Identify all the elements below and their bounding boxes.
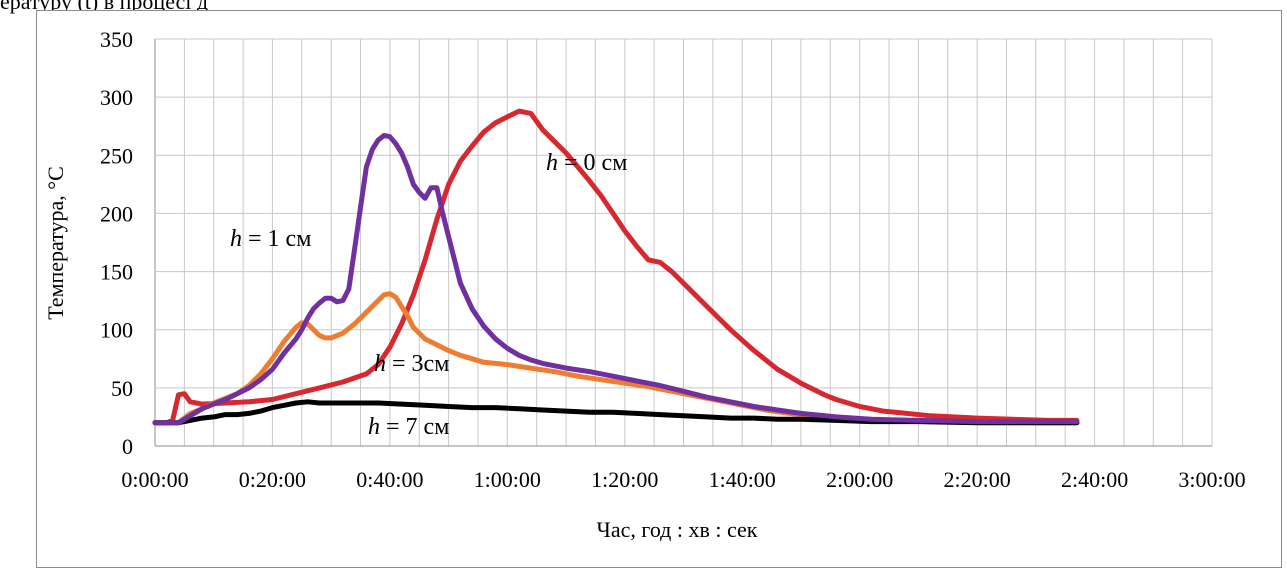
series-label-h3-text: = 3см [386,351,449,377]
series-label-h7-text: = 7 см [380,414,449,440]
x-tick-label: 2:40:00 [1061,467,1128,492]
x-tick-label: 1:20:00 [591,467,658,492]
series-lines [152,108,1080,426]
x-axis-ticks: 0:00:00 0:20:00 0:40:00 1:00:00 1:20:00 1:40:… [121,467,1245,492]
y-tick-label: 200 [100,201,133,226]
y-tick-label: 0 [122,434,133,459]
series-label-h3: h = 3см [374,351,449,377]
y-tick-label: 50 [111,376,133,401]
series-label-h7-var: h [368,414,380,440]
x-tick-label: 1:40:00 [709,467,776,492]
series-label-h7: h = 7 см [368,414,449,440]
x-tick-label: 3:00:00 [1178,467,1245,492]
chart-frame [36,10,1282,568]
y-tick-label: 350 [100,27,133,52]
series-label-h0: h = 0 см [546,150,627,176]
x-tick-label: 0:40:00 [356,467,423,492]
grid-lines [154,38,1213,447]
series-label-h0-var: h [546,150,558,176]
x-tick-label: 2:20:00 [943,467,1010,492]
series-label-h1-var: h [230,226,242,252]
x-axis-label: Час, год : хв : сек [597,517,758,542]
series-label-h0-text: = 0 см [558,150,627,176]
y-tick-label: 250 [100,143,133,168]
x-tick-label: 1:00:00 [474,467,541,492]
series-line-3 [152,399,1080,426]
x-tick-label: 2:00:00 [826,467,893,492]
series-label-h1-text: = 1 см [242,226,311,252]
x-tick-label: 0:20:00 [239,467,306,492]
series-line-1 [152,133,1080,426]
series-label-h1: h = 1 см [230,226,311,252]
y-axis-ticks: 0 50 100 150 200 250 300 350 [100,27,133,459]
y-tick-label: 150 [100,260,133,285]
x-tick-label: 0:00:00 [121,467,188,492]
series-line-0 [152,108,1080,426]
y-tick-label: 300 [100,85,133,110]
y-tick-label: 100 [100,318,133,343]
y-axis-label: Температура, °С [43,166,68,320]
series-label-h3-var: h [374,351,386,377]
